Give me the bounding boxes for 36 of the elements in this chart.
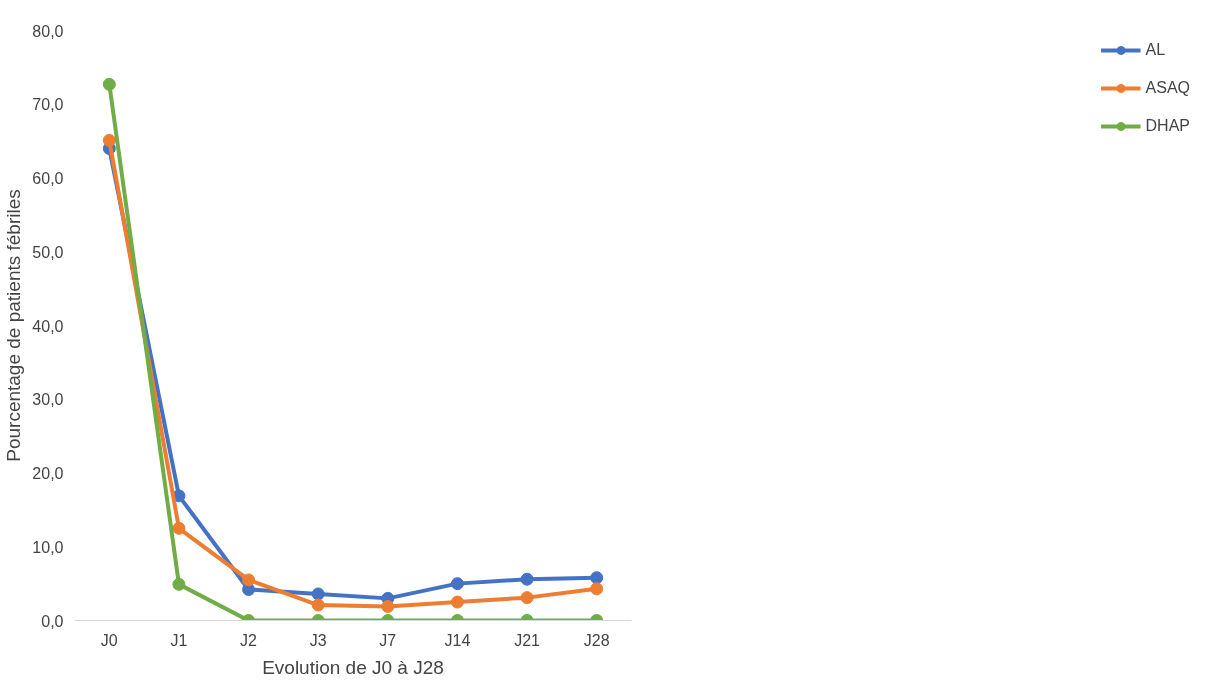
- y-tick-label: 20,0: [32, 465, 64, 482]
- x-tick-label: J14: [444, 631, 471, 649]
- point: [311, 587, 325, 601]
- y-tick-label: 0,0: [41, 612, 64, 630]
- x-tick-label: J0: [100, 631, 118, 649]
- y-tick-label: 70,0: [32, 96, 64, 114]
- y-tick-label: 10,0: [32, 538, 64, 556]
- point: [381, 600, 395, 613]
- x-tick-label: J28: [583, 631, 610, 649]
- x-tick-label: J2: [240, 631, 258, 649]
- point: [102, 133, 116, 147]
- y-tick-label: 60,0: [32, 170, 64, 187]
- x-tick-label: J21: [514, 631, 541, 649]
- point: [520, 572, 534, 586]
- x-axis-title: Evolution de J0 à J28: [262, 656, 444, 678]
- x-tick-label: J7: [379, 631, 397, 649]
- point: [450, 595, 464, 609]
- y-tick-label: 80,0: [32, 22, 64, 40]
- point: [520, 591, 534, 605]
- point: [172, 577, 186, 591]
- y-tick-label: 40,0: [32, 317, 64, 335]
- y-axis-title: Pourcentage de patients fébriles: [3, 189, 25, 462]
- point: [102, 77, 116, 91]
- point: [590, 582, 604, 596]
- y-tick-label: 30,0: [32, 391, 64, 409]
- y-tick-label: 50,0: [32, 243, 64, 261]
- x-tick-label: J3: [309, 631, 327, 649]
- point: [242, 573, 256, 587]
- point: [311, 598, 325, 612]
- legend-label: AL: [1145, 41, 1166, 59]
- legend-label: ASAQ: [1145, 79, 1190, 97]
- point: [590, 571, 604, 585]
- point: [172, 521, 186, 535]
- point: [450, 577, 464, 591]
- x-tick-label: J1: [170, 631, 188, 649]
- legend-label: DHAP: [1145, 117, 1190, 135]
